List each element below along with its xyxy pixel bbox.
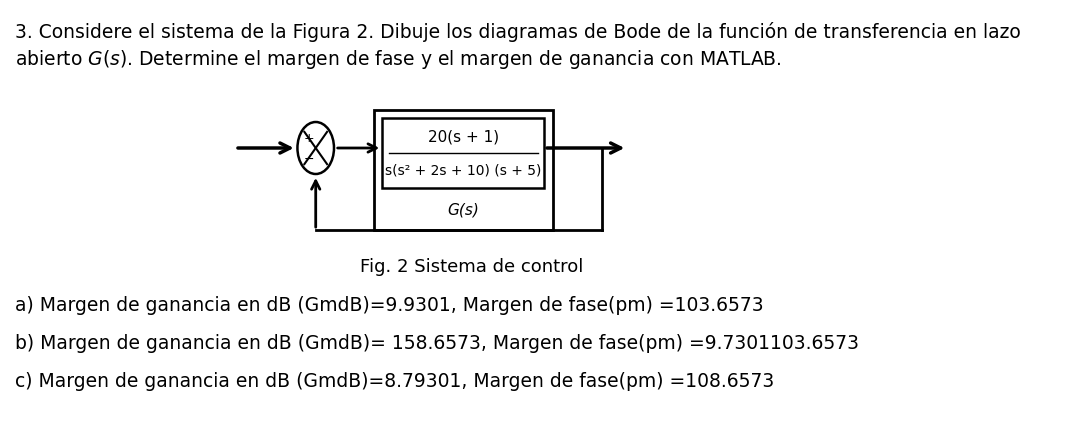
Text: b) Margen de ganancia en dB (GmdB)= 158.6573, Margen de fase(pm) =9.7301103.6573: b) Margen de ganancia en dB (GmdB)= 158.… (15, 334, 859, 353)
Text: G(s): G(s) (447, 203, 480, 218)
Text: 20(s + 1): 20(s + 1) (428, 129, 499, 144)
Text: s(s² + 2s + 10) (s + 5): s(s² + 2s + 10) (s + 5) (384, 163, 541, 178)
Bar (374, 110, 553, 230)
Text: +: + (303, 133, 314, 146)
Text: −: − (303, 152, 314, 165)
Bar (382, 118, 544, 188)
Text: Fig. 2 Sistema de control: Fig. 2 Sistema de control (360, 258, 583, 276)
Text: a) Margen de ganancia en dB (GmdB)=9.9301, Margen de fase(pm) =103.6573: a) Margen de ganancia en dB (GmdB)=9.930… (15, 296, 764, 315)
Text: c) Margen de ganancia en dB (GmdB)=8.79301, Margen de fase(pm) =108.6573: c) Margen de ganancia en dB (GmdB)=8.793… (15, 372, 774, 391)
Text: 3. Considere el sistema de la Figura 2. Dibuje los diagramas de Bode de la funci: 3. Considere el sistema de la Figura 2. … (15, 22, 1021, 42)
Text: abierto $G(s)$. Determine el margen de fase y el margen de ganancia con MATLAB.: abierto $G(s)$. Determine el margen de f… (15, 48, 782, 71)
